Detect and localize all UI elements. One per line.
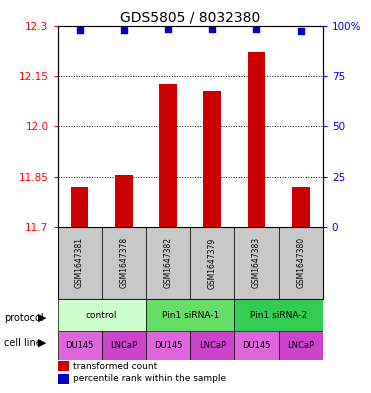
Point	[121, 26, 127, 33]
Text: percentile rank within the sample: percentile rank within the sample	[73, 375, 227, 383]
Text: protocol: protocol	[4, 312, 43, 323]
Bar	[234, 227, 279, 299]
Bar	[146, 331, 190, 360]
Text: DU145: DU145	[242, 341, 270, 350]
Bar	[292, 187, 309, 227]
Bar	[58, 374, 69, 384]
Text: Pin1 siRNA-2: Pin1 siRNA-2	[250, 310, 307, 320]
Bar	[58, 227, 102, 299]
Text: GSM1647379: GSM1647379	[208, 237, 217, 288]
Bar	[203, 91, 221, 227]
Bar	[102, 331, 146, 360]
Bar	[279, 227, 323, 299]
Bar	[58, 361, 69, 371]
Text: LNCaP: LNCaP	[110, 341, 137, 350]
Bar	[58, 331, 102, 360]
Bar	[71, 187, 88, 227]
Text: Pin1 siRNA-1: Pin1 siRNA-1	[161, 310, 219, 320]
Text: transformed count: transformed count	[73, 362, 158, 371]
Bar	[115, 175, 133, 227]
Bar	[102, 227, 146, 299]
Text: ▶: ▶	[39, 338, 47, 348]
Bar	[159, 84, 177, 227]
Bar	[146, 227, 190, 299]
Bar	[190, 227, 234, 299]
Bar	[190, 331, 234, 360]
Bar	[234, 331, 279, 360]
Text: cell line: cell line	[4, 338, 42, 348]
Point	[209, 26, 215, 32]
Point	[253, 26, 259, 32]
Text: GSM1647381: GSM1647381	[75, 237, 84, 288]
Text: GSM1647383: GSM1647383	[252, 237, 261, 288]
Bar	[146, 299, 234, 331]
Text: GSM1647380: GSM1647380	[296, 237, 305, 288]
Text: ▶: ▶	[39, 312, 47, 323]
Bar	[58, 299, 146, 331]
Point	[77, 26, 83, 33]
Text: GSM1647378: GSM1647378	[119, 237, 128, 288]
Bar	[247, 52, 265, 227]
Text: control: control	[86, 310, 118, 320]
Bar	[279, 331, 323, 360]
Point	[298, 28, 303, 34]
Point	[165, 26, 171, 32]
Text: DU145: DU145	[65, 341, 94, 350]
Text: DU145: DU145	[154, 341, 182, 350]
Text: LNCaP: LNCaP	[199, 341, 226, 350]
Text: LNCaP: LNCaP	[287, 341, 314, 350]
Bar	[234, 299, 323, 331]
Title: GDS5805 / 8032380: GDS5805 / 8032380	[120, 10, 260, 24]
Text: GSM1647382: GSM1647382	[164, 237, 173, 288]
